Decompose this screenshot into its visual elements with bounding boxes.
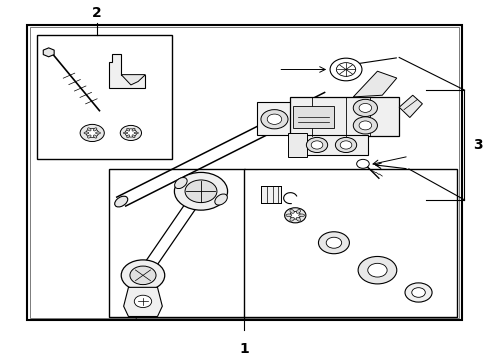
Circle shape (289, 212, 300, 219)
Circle shape (340, 141, 351, 149)
Ellipse shape (95, 132, 100, 134)
Circle shape (329, 58, 361, 81)
Circle shape (121, 260, 164, 291)
Bar (261, 186, 281, 203)
Bar (244, 169, 456, 316)
Ellipse shape (93, 135, 97, 138)
Ellipse shape (296, 217, 300, 221)
Circle shape (125, 129, 137, 137)
Bar (292, 105, 333, 128)
Ellipse shape (285, 214, 291, 217)
Ellipse shape (298, 214, 304, 217)
Circle shape (357, 256, 396, 284)
Circle shape (335, 138, 356, 153)
Text: 1: 1 (239, 342, 249, 356)
Circle shape (174, 172, 227, 210)
Ellipse shape (123, 132, 127, 134)
Polygon shape (121, 75, 145, 85)
Circle shape (130, 266, 156, 285)
Bar (30, 27, 458, 318)
Ellipse shape (289, 210, 294, 213)
Ellipse shape (126, 135, 129, 138)
Circle shape (306, 138, 327, 153)
Ellipse shape (134, 132, 138, 134)
Ellipse shape (126, 128, 129, 131)
Ellipse shape (87, 135, 91, 138)
Circle shape (404, 283, 431, 302)
Circle shape (120, 125, 141, 140)
Bar (37, 35, 172, 159)
Bar (109, 169, 244, 316)
Circle shape (261, 110, 287, 129)
Ellipse shape (289, 217, 294, 221)
Ellipse shape (174, 177, 187, 189)
Text: 3: 3 (472, 138, 482, 152)
Circle shape (86, 129, 98, 138)
Ellipse shape (115, 196, 127, 207)
Ellipse shape (132, 135, 135, 138)
Bar (287, 133, 307, 157)
Circle shape (367, 263, 386, 277)
Circle shape (318, 232, 349, 254)
Bar (300, 135, 367, 155)
Circle shape (184, 180, 217, 203)
Circle shape (352, 117, 377, 134)
Polygon shape (109, 54, 145, 88)
Polygon shape (43, 48, 54, 57)
Ellipse shape (84, 132, 89, 134)
Circle shape (356, 159, 368, 168)
Polygon shape (123, 287, 162, 316)
Bar (256, 102, 292, 135)
Circle shape (310, 141, 322, 149)
Ellipse shape (87, 128, 91, 131)
Ellipse shape (296, 210, 300, 213)
Circle shape (411, 288, 425, 297)
Bar (27, 25, 461, 320)
Circle shape (266, 114, 281, 125)
Ellipse shape (132, 128, 135, 131)
Text: 2: 2 (92, 6, 102, 20)
Circle shape (358, 103, 371, 112)
Polygon shape (398, 95, 422, 117)
Circle shape (284, 208, 305, 223)
Circle shape (134, 295, 151, 307)
Bar (290, 97, 398, 136)
Circle shape (358, 121, 371, 130)
Ellipse shape (214, 194, 227, 205)
Circle shape (80, 125, 104, 141)
Ellipse shape (93, 128, 97, 131)
Polygon shape (352, 71, 396, 97)
Circle shape (336, 63, 355, 76)
Circle shape (325, 237, 341, 248)
Circle shape (352, 99, 377, 117)
